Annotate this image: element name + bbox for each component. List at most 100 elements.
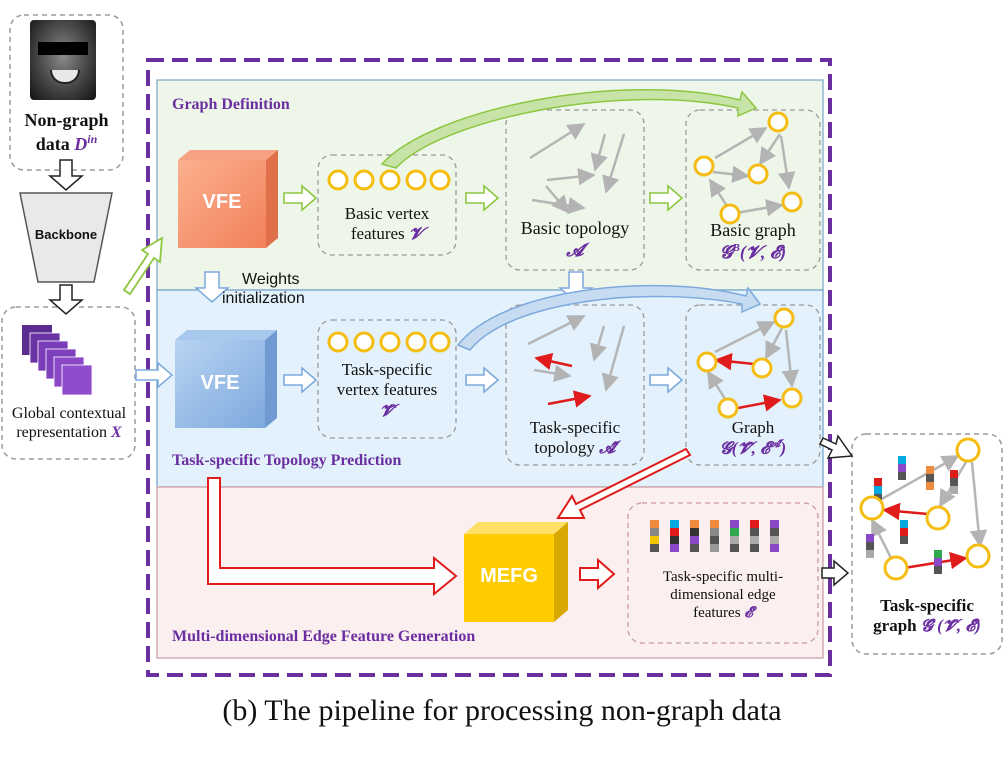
input-label: Non-graph data Din — [10, 110, 123, 155]
backbone-label: Backbone — [34, 227, 98, 242]
task-graph-close: ) — [780, 439, 787, 459]
basic-graph-math: 𝓖 — [719, 241, 733, 262]
input-label-sup: in — [87, 131, 98, 146]
global-label-math: X — [110, 424, 122, 442]
arrow-global-to-graphdef — [122, 236, 164, 296]
section-title-graph-definition: Graph Definition — [172, 96, 290, 113]
arrow-data-to-backbone — [48, 159, 84, 191]
basic-vertex-circles — [327, 169, 451, 191]
task-vertex-label: Task-specific vertex features 𝓥̂ — [318, 360, 456, 421]
basic-vertex-math: 𝓥 — [408, 224, 424, 244]
output-graph-box — [851, 433, 1003, 655]
vfe-cube-top — [178, 150, 278, 248]
mefg-label: MEFG — [480, 565, 538, 587]
arrow-red-mefg-to-edges — [579, 557, 616, 591]
task-topology-line2: topology — [534, 438, 595, 458]
input-label-math: D — [74, 133, 88, 154]
row1-arrows — [283, 184, 684, 212]
vfe-mid-label: VFE — [200, 372, 240, 394]
edge-feature-label: Task-specific multi- dimensional edge fe… — [628, 568, 818, 622]
task-topology-label: Task-specific topology 𝓐̂ — [506, 418, 644, 459]
output-label: Task-specific graph 𝓖̂ (𝓥̂, 𝓔̂) — [852, 596, 1002, 637]
smile — [50, 70, 80, 84]
edge-feature-line3: features — [693, 605, 741, 621]
outer-frame — [146, 58, 832, 677]
basic-graph-box — [685, 109, 821, 271]
arrow-graph-to-output — [818, 434, 854, 459]
vertex-circle-icon — [353, 169, 375, 191]
global-label-line2: representation — [16, 424, 107, 442]
arrow-global-to-vfe — [135, 361, 174, 389]
basic-graph-label: Basic graph 𝓖B(𝓥, 𝓔) — [686, 220, 820, 263]
figure-caption: (b) The pipeline for processing non-grap… — [222, 694, 782, 727]
arrow-edges-to-output — [821, 559, 850, 587]
arrow-red-to-mefg — [207, 477, 458, 597]
edge-feature-math: 𝓔̂ — [744, 605, 753, 621]
task-graph — [696, 307, 803, 419]
curve-blue-vertex-to-graph — [456, 284, 762, 351]
privacy-bar — [38, 42, 88, 55]
global-label: Global contextual representation X — [0, 404, 144, 442]
vfe-cube-mid — [175, 330, 277, 428]
feature-stack-icon — [22, 325, 93, 396]
basic-topology-edges — [529, 122, 626, 215]
input-label-line2: data — [35, 133, 70, 154]
basic-topology-label: Basic topology 𝓐 — [500, 218, 650, 261]
arrow-backbone-to-features — [48, 284, 84, 315]
basic-vertex-label: Basic vertex features 𝓥 — [318, 204, 456, 245]
basic-topology-line1: Basic topology — [520, 218, 630, 238]
global-label-line1: Global contextual — [11, 405, 127, 422]
task-graph-line1: Graph — [731, 418, 775, 437]
basic-graph-line1: Basic graph — [710, 220, 796, 240]
backbone-trapezoid — [19, 192, 113, 283]
task-topology-box — [505, 304, 645, 466]
output-label-line2: graph — [873, 616, 917, 636]
task-graph-sup: 𝓐̂ — [769, 438, 781, 451]
face-photo — [30, 20, 96, 100]
basic-topology-math: 𝓐 — [566, 239, 584, 260]
task-topology-line1: Task-specific — [529, 418, 621, 437]
vertex-circle-icon — [405, 331, 427, 353]
basic-topology-box — [505, 109, 645, 271]
weights-label: Weights initialization — [222, 270, 332, 308]
vertex-circle-icon — [379, 169, 401, 191]
vertex-circle-icon — [379, 331, 401, 353]
vfe-top-label: VFE — [202, 191, 242, 213]
input-label-line1: Non-graph — [24, 110, 109, 130]
section-title-edge-feature: Multi-dimensional Edge Feature Generatio… — [172, 628, 476, 645]
section-title-topology: Task-specific Topology Prediction — [172, 452, 402, 469]
basic-vertex-line1: Basic vertex — [344, 204, 430, 223]
basic-graph-args: (𝓥, 𝓔) — [739, 241, 787, 262]
task-graph-math: 𝓖(𝓥̂, 𝓔 — [719, 439, 770, 459]
output-label-line1: Task-specific — [880, 596, 974, 615]
vertex-circle-icon — [327, 331, 349, 353]
basic-vertex-line2: features — [350, 224, 405, 244]
vertex-circle-icon — [429, 169, 451, 191]
row2-arrows — [283, 366, 684, 394]
task-vertex-math: 𝓥̂ — [379, 400, 395, 420]
edge-feature-line2: dimensional edge — [670, 587, 776, 603]
task-vertex-line1: Task-specific — [341, 360, 433, 379]
global-representation-box — [1, 306, 136, 460]
task-graph-label: Graph 𝓖(𝓥̂, 𝓔𝓐̂) — [686, 418, 820, 459]
edge-feature-line1: Task-specific multi- — [662, 569, 784, 585]
edge-feature-box — [627, 502, 819, 644]
curve-green-vertex-to-graph — [380, 89, 758, 169]
task-vertex-box — [317, 319, 457, 439]
vertex-circle-icon — [429, 331, 451, 353]
weights-label-line2: initialization — [222, 290, 305, 308]
task-vertex-circles — [327, 331, 451, 353]
vertex-circle-icon — [405, 169, 427, 191]
task-topology-edges — [527, 314, 626, 408]
task-topology-math: 𝓐̂ — [599, 438, 616, 458]
arrow-red-graph-to-mefg — [556, 447, 692, 519]
output-label-math: 𝓖̂ (𝓥̂, 𝓔̂) — [920, 616, 981, 636]
arrow-weights-init — [194, 271, 230, 303]
weights-label-line1: Weights — [242, 271, 300, 288]
task-vertex-line2: vertex features — [336, 380, 438, 400]
vertex-circle-icon — [327, 169, 349, 191]
task-graph-box — [685, 304, 821, 466]
basic-graph-sup: B — [732, 241, 740, 254]
basic-graph — [693, 111, 803, 225]
